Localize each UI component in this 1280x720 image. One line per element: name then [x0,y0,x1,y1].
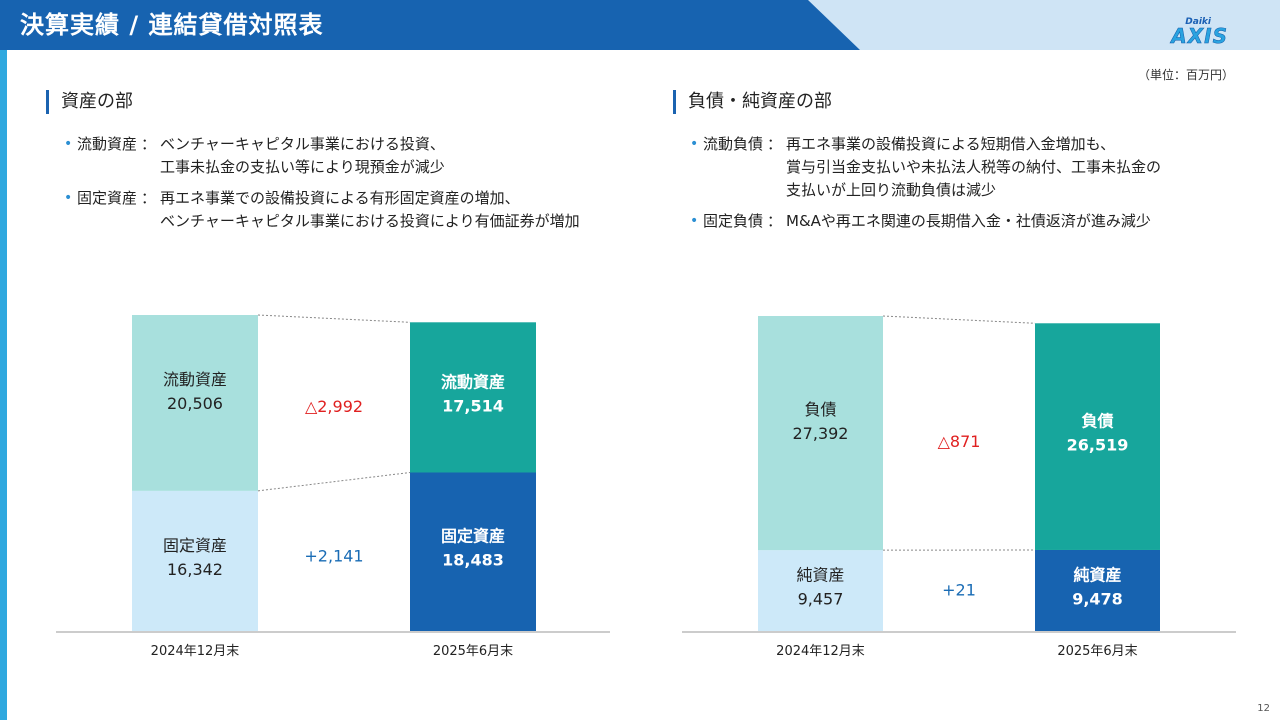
bar-segment-value-label: 20,506 [167,394,223,413]
bar-segment-value-label: 17,514 [442,396,504,415]
bar-segment-label: 負債 [804,400,836,419]
assets-heading: 資産の部 [46,90,133,114]
unit-label: （単位：百万円） [1137,68,1234,82]
bullet-dot-icon: • [64,190,73,206]
x-tick-label: 2024年12月末 [776,644,865,659]
change-label: +21 [942,581,976,600]
bar-segment-label: 純資産 [1073,565,1121,584]
bar-segment [1035,549,1160,631]
logo-small-text: Daiki [1185,17,1211,27]
connector-line [882,315,1036,324]
change-label: +2,141 [304,546,363,565]
bar-segment-label: 流動資産 [441,372,505,391]
company-logo: Daiki AXIS [1171,8,1254,48]
bar-segment-value-label: 26,519 [1067,436,1129,455]
bar-segment [758,550,883,631]
bullet-separator: ： [767,212,783,230]
connector-line [257,471,411,492]
logo-main-text: AXIS [1171,24,1228,49]
left-accent-bar [0,50,7,720]
x-tick-label: 2025年6月末 [1057,644,1137,659]
bar-segment-label: 負債 [1081,412,1113,431]
assets-bullet-list: • 流動資産 ： ベンチャーキャピタル事業における投資、 工事未払金の支払い等に… [64,133,664,241]
liabilities-bullet-list: • 流動負債 ： 再エネ事業の設備投資による短期借入金増加も、 賞与引当金支払い… [690,133,1260,241]
bullet-separator: ： [767,135,783,153]
change-label: △2,992 [305,397,363,416]
bullet-fixed-assets: • 固定資産 ： 再エネ事業での設備投資による有形固定資産の増加、 ベンチャーキ… [64,187,664,233]
bar-segment [132,490,258,631]
bar-segment-label: 固定資産 [441,527,505,546]
bullet-fixed-liabilities: • 固定負債 ： M&Aや再エネ関連の長期借入金・社債返済が進み減少 [690,210,1260,233]
x-tick-label: 2025年6月末 [433,644,513,659]
change-label: △871 [938,432,981,451]
bar-segment-value-label: 9,457 [798,590,844,609]
bar-segment [410,322,536,473]
bar-segment-label: 固定資産 [163,536,227,555]
bullet-text: 再エネ事業での設備投資による有形固定資産の増加、 ベンチャーキャピタル事業におけ… [160,189,580,230]
bar-segment-label: 流動資産 [163,370,227,389]
bullet-separator: ： [141,135,157,153]
bullet-separator: ： [141,189,157,207]
bar-segment-value-label: 27,392 [793,424,849,443]
bullet-dot-icon: • [690,213,699,229]
bar-segment-label: 純資産 [796,566,844,585]
page-title: 決算実績 / 連結貸借対照表 [20,11,324,39]
bar-segment-value-label: 9,478 [1072,589,1123,608]
bullet-current-liabilities: • 流動負債 ： 再エネ事業の設備投資による短期借入金増加も、 賞与引当金支払い… [690,133,1260,202]
bullet-label: 固定資産 [77,189,138,207]
connector-line [257,314,411,323]
bar-segment [1035,323,1160,550]
liabilities-heading: 負債・純資産の部 [673,90,832,114]
bar-segment-value-label: 18,483 [442,551,504,570]
x-tick-label: 2024年12月末 [151,644,240,659]
bullet-current-assets: • 流動資産 ： ベンチャーキャピタル事業における投資、 工事未払金の支払い等に… [64,133,664,179]
bullet-text: ベンチャーキャピタル事業における投資、 工事未払金の支払い等により現預金が減少 [160,135,445,176]
bullet-text: 再エネ事業の設備投資による短期借入金増加も、 賞与引当金支払いや未払法人税等の納… [786,135,1162,199]
bullet-dot-icon: • [690,136,699,152]
bullet-label: 流動負債 [703,135,764,153]
bar-segment [410,472,536,631]
page-number: 12 [1257,703,1270,714]
bar-segment [758,316,883,551]
bar-segment [132,315,258,491]
bullet-dot-icon: • [64,136,73,152]
header-bar [0,0,1280,50]
bullet-text: M&Aや再エネ関連の長期借入金・社債返済が進み減少 [786,212,1151,230]
bullet-label: 流動資産 [77,135,138,153]
bar-segment-value-label: 16,342 [167,560,223,579]
bullet-label: 固定負債 [703,212,764,230]
